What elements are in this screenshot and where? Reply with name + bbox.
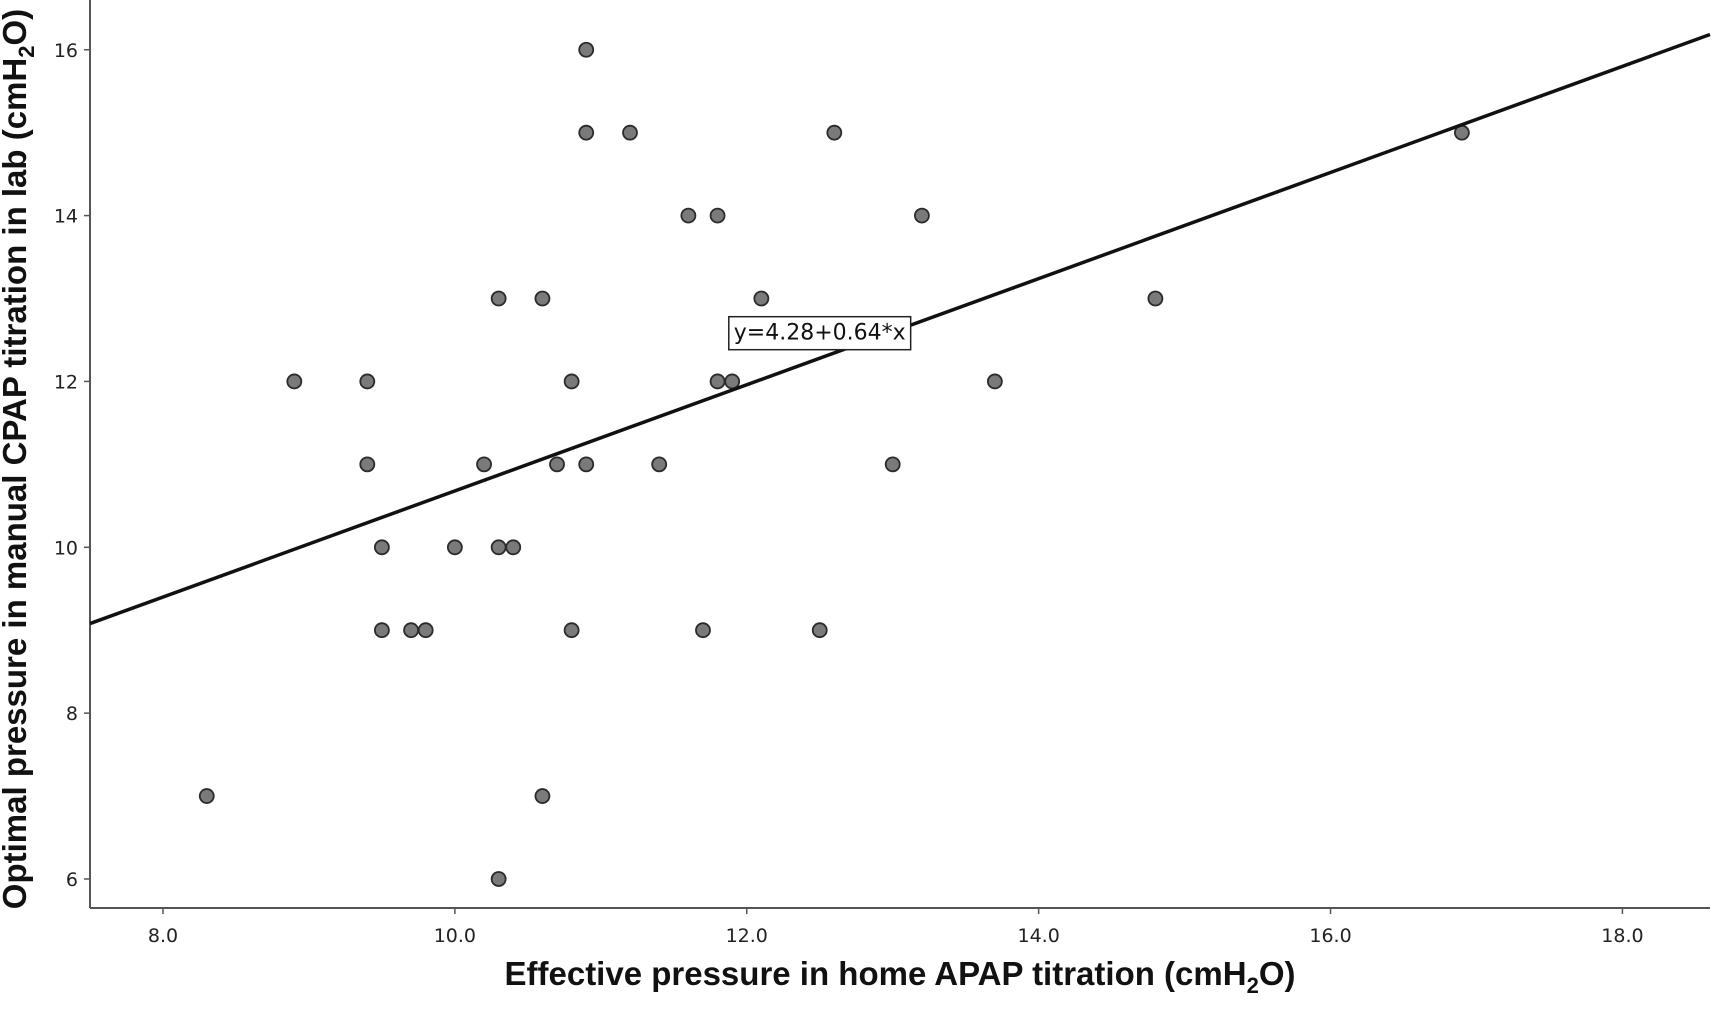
x-axis-title-subscript: 2 [1247,973,1259,998]
fit-layer: y=4.28+0.64*x [89,32,1711,626]
titles-layer: Effective pressure in home APAP titratio… [0,9,1296,998]
regression-equation-text: y=4.28+0.64*x [734,321,906,346]
data-point [753,290,770,307]
data-point [811,622,828,639]
data-point [578,124,595,141]
data-point [490,871,507,887]
data-point [417,622,434,639]
data-point [534,788,551,804]
data-point [709,373,726,390]
data-point [695,622,711,639]
x-tick-label: 16.0 [1309,925,1351,947]
data-point [373,539,390,556]
data-point [490,290,507,307]
data-point [622,124,638,141]
data-point [578,456,595,473]
y-tick-label: 12 [54,371,78,393]
data-point [403,622,419,639]
y-axis-title-subscript: 2 [14,45,39,57]
y-axis-title: Optimal pressure in manual CPAP titratio… [0,9,39,909]
x-tick-label: 12.0 [726,925,768,947]
data-point [884,456,901,473]
data-point [724,373,741,390]
x-tick-label: 18.0 [1601,925,1643,947]
data-point [986,373,1003,390]
data-point [476,456,492,473]
data-point [490,539,507,556]
y-axis-title-suffix: O) [0,9,33,46]
x-axis-title: Effective pressure in home APAP titratio… [505,955,1296,998]
regression-equation-label: y=4.28+0.64*x [728,315,912,351]
data-point [913,207,930,224]
y-axis-title-prefix: Optimal pressure in manual CPAP titratio… [0,58,33,909]
y-tick-label: 6 [66,869,78,891]
data-point [578,41,595,58]
data-point [446,539,463,556]
data-point [286,373,303,390]
y-tick-label: 8 [66,703,78,725]
data-point [534,290,551,307]
regression-equation-box [728,315,912,351]
data-point [826,124,843,141]
tick-layer: 8.0 10.0 12.0 14.0 16.0 18.0 6 8 10 12 14 16 [54,40,1644,947]
data-point [373,622,390,639]
data-point [651,456,668,473]
y-tick-label: 14 [54,206,78,228]
x-axis-title-suffix: O) [1259,955,1296,992]
data-point [709,207,726,224]
y-tick-label: 10 [54,537,78,559]
data-point [359,456,376,473]
x-tick-label: 8.0 [148,925,178,947]
data-point [563,373,580,390]
x-axis-title-prefix: Effective pressure in home APAP titratio… [505,955,1247,992]
data-point [680,207,697,224]
axes [89,0,1710,909]
data-point [505,539,522,556]
x-tick-label: 10.0 [434,925,476,947]
data-point [1147,290,1164,307]
x-tick-label: 14.0 [1017,925,1059,947]
data-point [359,373,376,390]
data-point [198,788,215,804]
y-tick-label: 16 [54,40,78,62]
data-point [549,456,565,473]
data-point [563,622,580,639]
points-layer [198,41,1470,887]
